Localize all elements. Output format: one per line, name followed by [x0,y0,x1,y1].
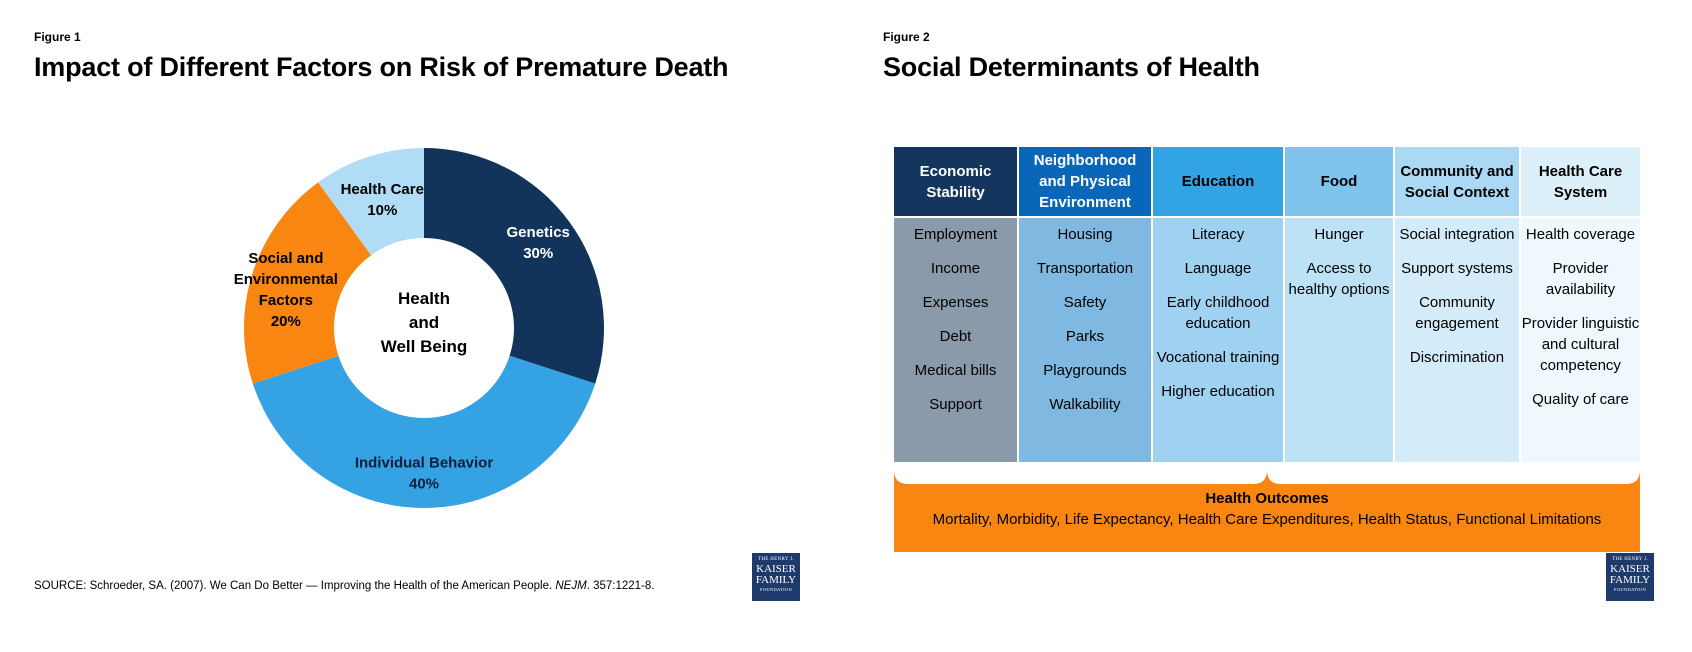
slice-label-health-care: Health Care 10% [341,181,424,219]
determinant-item: Income [930,260,981,277]
determinant-item: Quality of care [1532,391,1629,408]
column-body-health-care-system: Health coverage Provider availability Prov… [1521,218,1640,462]
determinant-item: Literacy [1191,226,1245,243]
column-body-community-and-social-context: Social integration Support systems Communi… [1395,218,1521,462]
determinant-item: Expenses [922,294,989,311]
column-header-health-care-system: Health Care System [1521,147,1640,216]
determinant-item: Housing [1057,226,1113,243]
slice-genetics [424,148,605,384]
determinant-item: Support [929,396,982,413]
determinant-item: Community engagement [1415,294,1499,332]
determinant-item: Early childhood education [1166,294,1270,332]
header-row: Economic Stability Neighborhood and Physi… [894,147,1640,216]
outcomes-brace-shape [894,470,1640,552]
column-body-economic-stability: Employment Income Expenses Debt Medical bill… [894,218,1019,462]
outcomes-title: Health Outcomes [1205,490,1329,507]
donut-chart: Genetics 30% Individual Behavior 40% Social … [234,148,605,509]
column-header-food: Food [1285,147,1395,216]
determinant-item: Employment [913,226,998,243]
determinant-item: Walkability [1049,396,1121,413]
slice-individual-behavior [252,355,596,509]
determinant-item: Safety [1063,294,1107,311]
column-header-education: Education [1153,147,1285,216]
column-header-community-and-social-context: Community and Social Context [1395,147,1521,216]
column-header-economic-stability: Economic Stability [894,147,1019,216]
determinant-item: Debt [939,328,972,345]
outcomes-brace-fill [894,470,1640,552]
determinant-item: Hunger [1314,226,1364,243]
health-outcomes-banner: Health Outcomes Mortality, Morbidity, Li… [894,466,1640,552]
slice-label-individual-behavior: Individual Behavior 40% [355,455,494,493]
column-header-neighborhood-and-physical-environment: Neighborhood and Physical Environment [1019,147,1153,216]
column-body-education: Literacy Language Early childhood educatio… [1153,218,1285,462]
determinant-item: Playgrounds [1043,362,1127,379]
determinant-item: Provider availability [1545,260,1616,298]
determinant-item: Vocational training [1156,349,1280,366]
donut-center-label: Health and Well Being [381,289,468,356]
determinant-item: Medical bills [914,362,997,379]
kff-logo: THE HENRY J. KAISER FAMILY FOUNDATION [1606,553,1654,601]
figure-1-panel: Figure 1 Impact of Different Factors on … [34,30,800,601]
column-body-food: Hunger Access to healthy options [1285,218,1395,462]
figure-2-panel: Figure 2 Social Determinants of Health E… [846,0,1692,652]
outcomes-text: Mortality, Morbidity, Life Expectancy, H… [932,511,1602,528]
determinant-item: Transportation [1036,260,1134,277]
determinant-item: Parks [1065,328,1105,345]
slice-health-care [318,148,424,256]
determinant-item: Language [1184,260,1252,277]
determinants-table: Economic Stability Neighborhood and Physi… [894,147,1640,462]
figure-label: Figure 2 [883,30,930,44]
determinant-item: Provider linguistic and cultural compete… [1521,315,1640,374]
slice-label-social-and-environmental-factors: Social and Environmental Factors 20% [234,250,338,330]
figure-label: Figure 1 [34,30,81,44]
determinant-item: Access to healthy options [1288,260,1390,298]
determinant-item: Support systems [1401,260,1513,277]
determinant-item: Health coverage [1525,226,1636,243]
determinant-item: Higher education [1161,383,1275,400]
body-row: Employment Income Expenses Debt Medical bill… [894,216,1640,462]
slice-social-and-environmental-factors [244,182,372,384]
slice-label-genetics: Genetics 30% [507,224,570,262]
chart-title: Impact of Different Factors on Risk of P… [34,52,729,82]
source-note: SOURCE: Schroeder, SA. (2007). We Can Do… [34,580,655,592]
column-body-neighborhood-and-physical-environment: Housing Transportation Safety Parks Playgrou… [1019,218,1153,462]
determinant-item: Discrimination [1409,349,1505,366]
determinant-item: Social integration [1399,226,1515,243]
kff-logo: THE HENRY J. KAISER FAMILY FOUNDATION [752,553,800,601]
diagram-title: Social Determinants of Health [883,52,1260,82]
